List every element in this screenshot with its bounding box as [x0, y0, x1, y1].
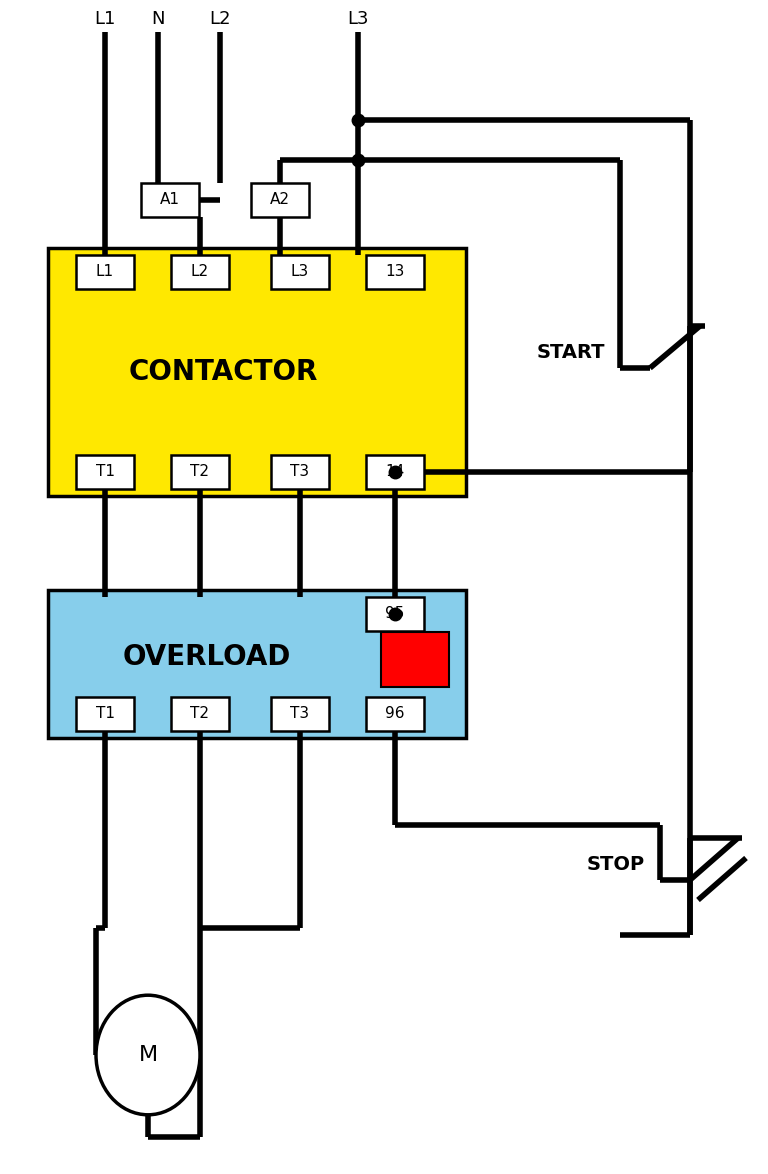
Bar [381, 632, 449, 687]
Bar [141, 183, 199, 217]
Bar [271, 456, 329, 490]
Text: T3: T3 [290, 707, 310, 722]
Bar [76, 456, 134, 490]
Bar [366, 697, 424, 731]
Text: L1: L1 [96, 264, 114, 279]
Bar [171, 456, 229, 490]
Text: T1: T1 [95, 707, 114, 722]
Text: 96: 96 [386, 707, 405, 722]
Text: 14: 14 [386, 465, 405, 479]
Text: START: START [537, 344, 605, 363]
Ellipse shape [96, 996, 200, 1115]
Text: L2: L2 [209, 11, 230, 28]
Text: 95: 95 [386, 607, 405, 621]
Text: STOP: STOP [587, 856, 645, 875]
Text: L1: L1 [94, 11, 116, 28]
Text: T2: T2 [190, 465, 210, 479]
Bar [366, 598, 424, 630]
Bar [251, 183, 309, 217]
Text: M: M [138, 1045, 157, 1065]
Text: A2: A2 [270, 193, 290, 208]
Bar [271, 697, 329, 731]
Bar [48, 248, 466, 495]
Text: L3: L3 [347, 11, 369, 28]
Text: T2: T2 [190, 707, 210, 722]
Text: T1: T1 [95, 465, 114, 479]
Text: T3: T3 [290, 465, 310, 479]
Text: A1: A1 [160, 193, 180, 208]
Text: CONTACTOR: CONTACTOR [129, 358, 318, 386]
Bar [171, 697, 229, 731]
Text: N: N [151, 11, 165, 28]
Text: 13: 13 [386, 264, 405, 279]
Bar [366, 255, 424, 289]
Text: L3: L3 [291, 264, 310, 279]
Bar [48, 591, 466, 738]
Text: OVERLOAD: OVERLOAD [123, 642, 291, 670]
Bar [271, 255, 329, 289]
Text: L2: L2 [191, 264, 209, 279]
Bar [76, 255, 134, 289]
Bar [171, 255, 229, 289]
Bar [366, 456, 424, 490]
Bar [76, 697, 134, 731]
